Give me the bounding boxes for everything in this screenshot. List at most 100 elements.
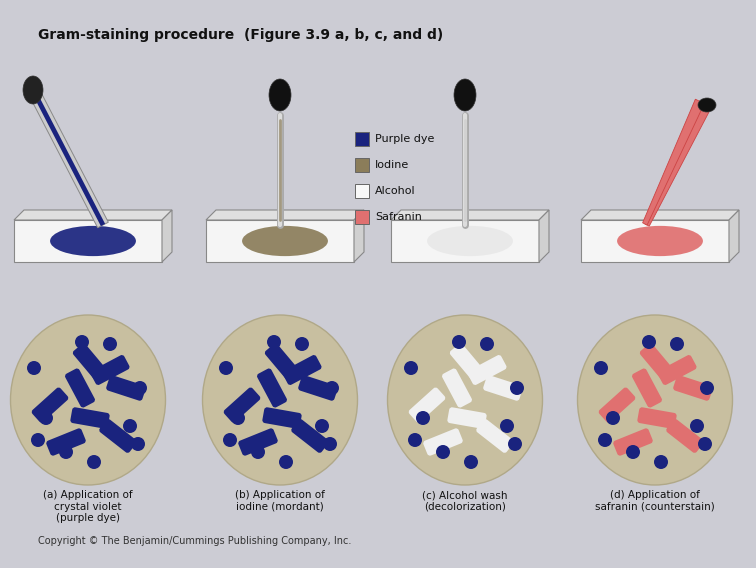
FancyBboxPatch shape xyxy=(106,375,146,401)
Polygon shape xyxy=(581,210,739,220)
Ellipse shape xyxy=(698,98,716,112)
FancyBboxPatch shape xyxy=(467,355,507,385)
Ellipse shape xyxy=(269,79,291,111)
Circle shape xyxy=(700,381,714,395)
Polygon shape xyxy=(643,99,705,225)
Circle shape xyxy=(670,337,684,351)
Ellipse shape xyxy=(203,315,358,485)
FancyBboxPatch shape xyxy=(613,428,653,456)
FancyBboxPatch shape xyxy=(262,407,302,429)
Circle shape xyxy=(500,419,514,433)
Bar xyxy=(355,158,369,172)
Text: Alcohol: Alcohol xyxy=(375,186,416,196)
FancyBboxPatch shape xyxy=(483,375,523,401)
FancyBboxPatch shape xyxy=(238,428,277,456)
FancyBboxPatch shape xyxy=(423,428,463,456)
Circle shape xyxy=(404,361,418,375)
FancyBboxPatch shape xyxy=(658,355,696,385)
Circle shape xyxy=(59,445,73,459)
Circle shape xyxy=(325,381,339,395)
Text: Gram-staining procedure  (Figure 3.9 a, b, c, and d): Gram-staining procedure (Figure 3.9 a, b… xyxy=(38,28,443,42)
Bar xyxy=(355,184,369,198)
FancyBboxPatch shape xyxy=(70,407,110,429)
Circle shape xyxy=(510,381,524,395)
Text: (b) Application of
iodine (mordant): (b) Application of iodine (mordant) xyxy=(235,490,325,512)
Circle shape xyxy=(267,335,281,349)
Polygon shape xyxy=(206,210,364,220)
Circle shape xyxy=(436,445,450,459)
Circle shape xyxy=(594,361,608,375)
Circle shape xyxy=(103,337,117,351)
Circle shape xyxy=(323,437,337,451)
FancyBboxPatch shape xyxy=(581,220,729,262)
FancyBboxPatch shape xyxy=(14,220,162,262)
Ellipse shape xyxy=(578,315,733,485)
Polygon shape xyxy=(539,210,549,262)
Circle shape xyxy=(508,437,522,451)
Polygon shape xyxy=(391,210,549,220)
Circle shape xyxy=(231,411,245,425)
Circle shape xyxy=(452,335,466,349)
FancyBboxPatch shape xyxy=(391,220,539,262)
Ellipse shape xyxy=(427,226,513,256)
Ellipse shape xyxy=(242,226,328,256)
Polygon shape xyxy=(354,210,364,262)
FancyBboxPatch shape xyxy=(673,375,713,401)
Circle shape xyxy=(251,445,265,459)
Circle shape xyxy=(598,433,612,447)
Circle shape xyxy=(31,433,45,447)
FancyBboxPatch shape xyxy=(224,387,260,423)
Circle shape xyxy=(464,455,478,469)
FancyBboxPatch shape xyxy=(283,355,321,385)
FancyBboxPatch shape xyxy=(298,375,338,401)
Circle shape xyxy=(654,455,668,469)
Polygon shape xyxy=(31,89,105,226)
Text: Safranin: Safranin xyxy=(375,212,422,222)
FancyBboxPatch shape xyxy=(442,369,472,408)
Ellipse shape xyxy=(11,315,166,485)
Circle shape xyxy=(223,433,237,447)
FancyBboxPatch shape xyxy=(448,407,487,429)
Circle shape xyxy=(131,437,145,451)
FancyBboxPatch shape xyxy=(599,387,635,423)
Ellipse shape xyxy=(617,226,703,256)
Circle shape xyxy=(219,361,233,375)
Circle shape xyxy=(626,445,640,459)
FancyBboxPatch shape xyxy=(291,419,329,453)
Circle shape xyxy=(416,411,430,425)
Polygon shape xyxy=(28,87,108,228)
Circle shape xyxy=(87,455,101,469)
FancyBboxPatch shape xyxy=(450,343,485,381)
Text: Copyright © The Benjamin/Cummings Publishing Company, Inc.: Copyright © The Benjamin/Cummings Publis… xyxy=(38,536,352,546)
Text: Purple dye: Purple dye xyxy=(375,134,435,144)
Ellipse shape xyxy=(454,79,476,111)
Circle shape xyxy=(123,419,137,433)
FancyBboxPatch shape xyxy=(206,220,354,262)
Circle shape xyxy=(606,411,620,425)
Text: (d) Application of
safranin (counterstain): (d) Application of safranin (counterstai… xyxy=(595,490,715,512)
FancyBboxPatch shape xyxy=(73,343,107,381)
Circle shape xyxy=(408,433,422,447)
Polygon shape xyxy=(729,210,739,262)
FancyBboxPatch shape xyxy=(408,387,445,423)
Circle shape xyxy=(295,337,309,351)
Ellipse shape xyxy=(50,226,136,256)
FancyBboxPatch shape xyxy=(91,355,129,385)
FancyBboxPatch shape xyxy=(632,369,662,408)
Circle shape xyxy=(279,455,293,469)
Ellipse shape xyxy=(388,315,543,485)
Bar xyxy=(355,210,369,224)
Circle shape xyxy=(133,381,147,395)
Circle shape xyxy=(480,337,494,351)
FancyBboxPatch shape xyxy=(65,369,95,408)
Text: Iodine: Iodine xyxy=(375,160,409,170)
Circle shape xyxy=(27,361,41,375)
FancyBboxPatch shape xyxy=(257,369,287,408)
FancyBboxPatch shape xyxy=(265,343,299,381)
Circle shape xyxy=(642,335,656,349)
FancyBboxPatch shape xyxy=(637,407,677,429)
Polygon shape xyxy=(162,210,172,262)
Polygon shape xyxy=(645,103,711,226)
Ellipse shape xyxy=(23,76,43,104)
FancyBboxPatch shape xyxy=(640,343,674,381)
